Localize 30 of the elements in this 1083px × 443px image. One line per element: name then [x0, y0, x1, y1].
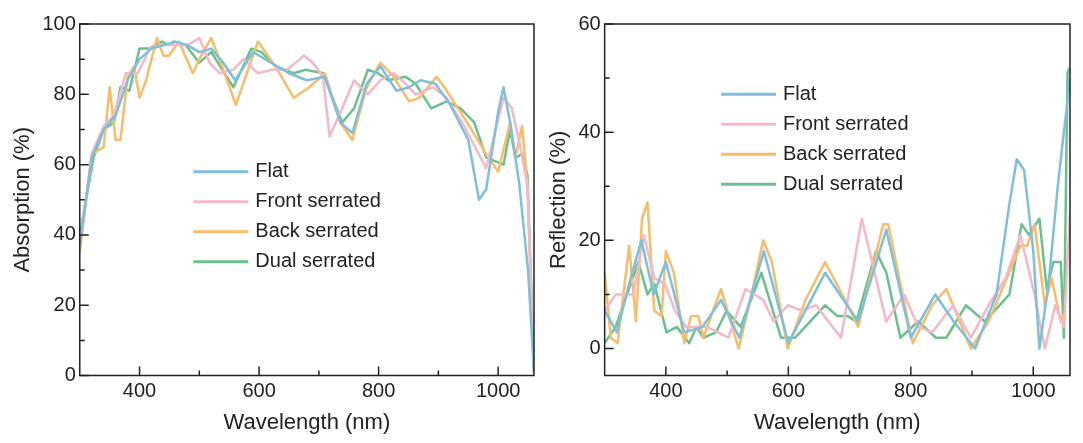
legend-label: Front serrated: [255, 189, 381, 212]
y-tick-label: 20: [578, 227, 601, 250]
legend-label: Back serrated: [782, 141, 907, 164]
x-tick-label: 1000: [1011, 379, 1056, 402]
x-axis-title: Wavelength (nm): [223, 408, 391, 434]
x-tick-label: 400: [122, 379, 157, 402]
x-tick-label: 800: [361, 379, 396, 402]
y-tick-label: 80: [53, 81, 76, 104]
y-tick-label: 60: [53, 152, 76, 175]
y-tick-label: 40: [578, 119, 601, 142]
y-tick-label: 40: [53, 222, 76, 245]
y-tick-label: 0: [64, 363, 76, 386]
x-tick-label: 600: [242, 379, 276, 402]
legend-label: Back serrated: [255, 219, 379, 242]
y-tick-label: 100: [42, 11, 76, 34]
legend-label: Front serrated: [782, 111, 909, 134]
y-axis-title: Absorption (%): [9, 127, 35, 273]
y-tick-label: 60: [578, 11, 601, 34]
x-tick-label: 600: [771, 379, 806, 402]
y-tick-label: 0: [589, 336, 601, 359]
legend-label: Dual serrated: [782, 171, 904, 194]
legend-label: Flat: [255, 159, 290, 182]
x-axis-title: Wavelength (nm): [753, 408, 921, 434]
y-axis-title: Reflection (%): [545, 130, 571, 269]
x-tick-label: 400: [649, 379, 683, 402]
y-tick-label: 20: [53, 292, 76, 315]
x-tick-label: 800: [894, 379, 928, 402]
legend-label: Dual serrated: [255, 249, 376, 272]
x-tick-label: 1000: [475, 379, 521, 402]
legend-label: Flat: [782, 81, 817, 104]
